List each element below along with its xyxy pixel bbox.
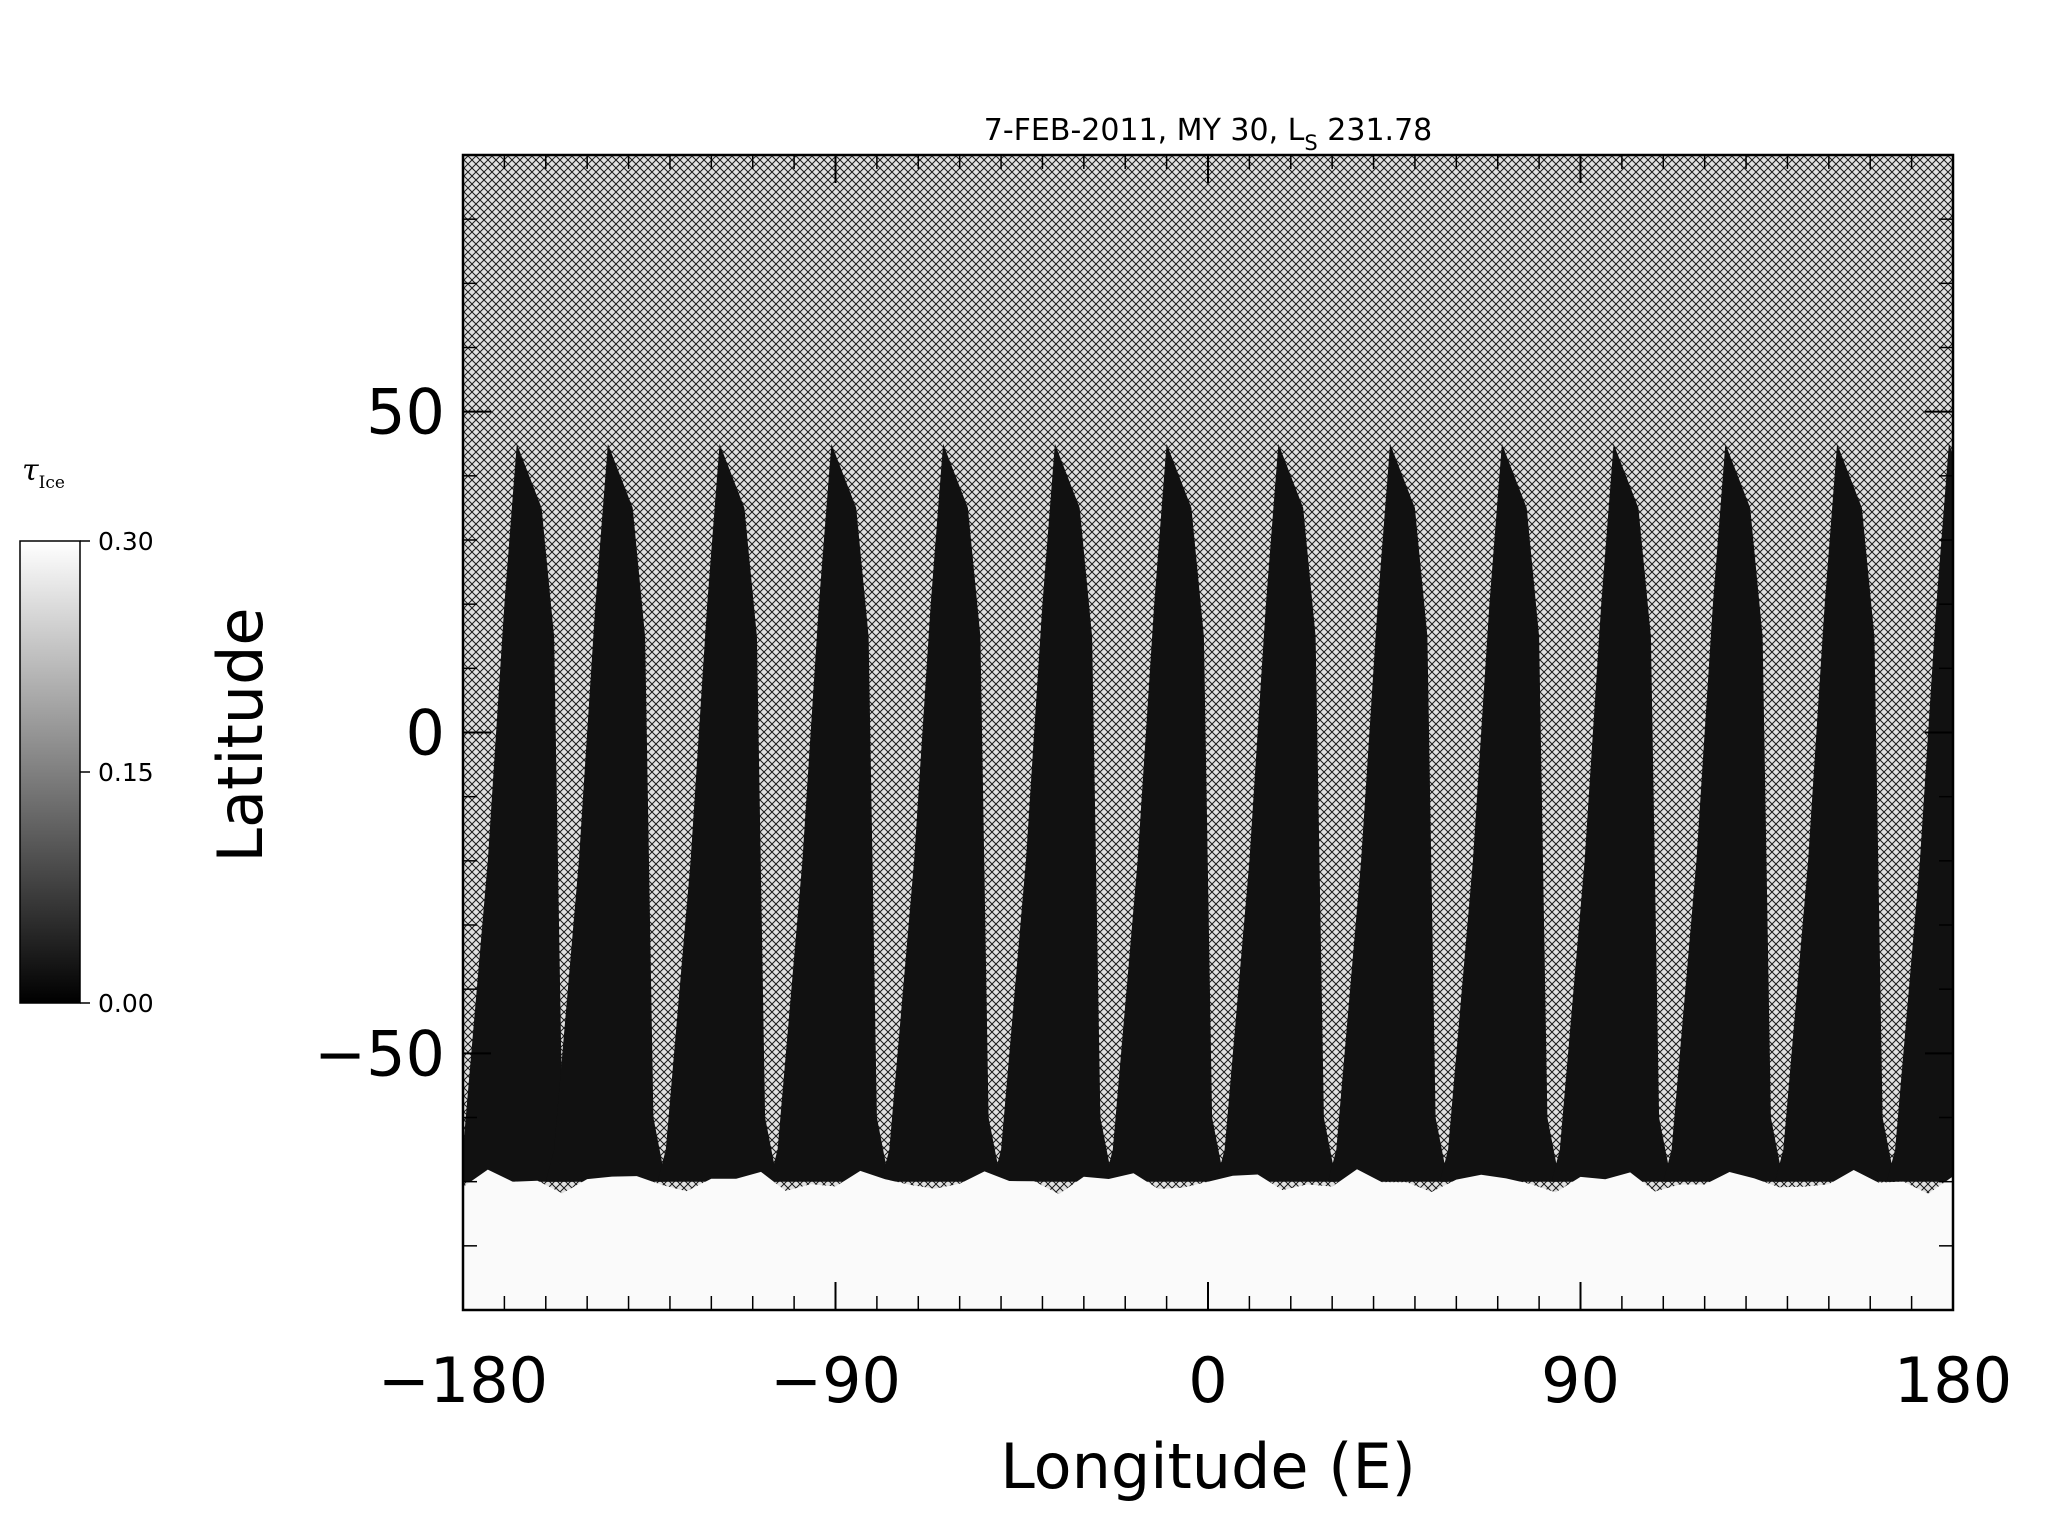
swath-6 — [992, 443, 1113, 1182]
x-ticks: −180 −90 0 90 180 — [378, 155, 2012, 1417]
swath-4 — [769, 443, 890, 1182]
y-tick-label: 50 — [366, 376, 445, 449]
chart-title-subscript: S — [1304, 131, 1317, 155]
swath-13 — [1775, 443, 1896, 1182]
colorbar-title-subscript: Ice — [39, 473, 65, 493]
colorbar-title: τIce — [22, 453, 65, 493]
swath-2 — [545, 443, 666, 1182]
colorbar-tick-label: 0.30 — [98, 527, 154, 556]
plot-area — [463, 155, 1953, 1310]
y-tick-label: −50 — [314, 1017, 445, 1090]
y-axis-title: Latitude — [204, 607, 277, 862]
swath-12 — [1663, 443, 1784, 1182]
x-tick-label: 0 — [1188, 1344, 1227, 1417]
swath-14 — [1886, 443, 1953, 1182]
chart-title: 7-FEB-2011, MY 30, LS 231.78 — [984, 113, 1433, 155]
colorbar-tick-label: 0.15 — [98, 758, 154, 787]
x-tick-label: −90 — [770, 1344, 901, 1417]
chart-title-main: 7-FEB-2011, MY 30, L — [984, 113, 1305, 148]
swath-8 — [1216, 443, 1337, 1182]
chart-title-suffix: 231.78 — [1318, 113, 1433, 148]
x-tick-label: 180 — [1894, 1344, 2012, 1417]
x-tick-label: 90 — [1541, 1344, 1620, 1417]
minor-ticks — [463, 155, 1953, 1310]
swath-5 — [881, 443, 1002, 1182]
swath-7 — [1104, 443, 1225, 1182]
swath-11 — [1551, 443, 1672, 1182]
polar-cloud-region — [463, 1169, 1953, 1310]
swath-10 — [1439, 443, 1560, 1182]
x-tick-label: −180 — [378, 1344, 548, 1417]
colorbar-ticks: 0.00 0.15 0.30 — [80, 527, 154, 1018]
colorbar-gradient — [19, 540, 81, 1004]
y-tick-label: 0 — [406, 697, 445, 770]
swath-layer — [463, 443, 1953, 1182]
y-ticks: −50 0 50 — [314, 376, 1953, 1090]
x-axis-title: Longitude (E) — [1000, 1430, 1416, 1503]
colorbar: τIce 0.00 0.15 0.30 — [19, 453, 154, 1018]
swath-3 — [657, 443, 778, 1182]
colorbar-title-symbol: τ — [22, 453, 39, 488]
colorbar-tick-label: 0.00 — [98, 989, 154, 1018]
swath-9 — [1328, 443, 1449, 1182]
swath-1 — [463, 443, 575, 1182]
